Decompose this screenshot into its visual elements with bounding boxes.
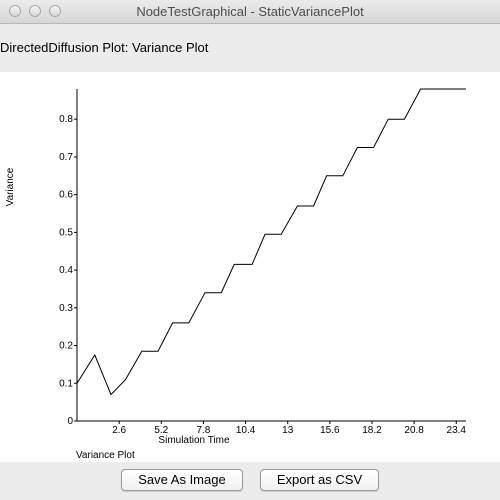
y-tick-label: 0.8: [59, 114, 73, 125]
footer-bar: [0, 462, 500, 500]
header-band: [0, 24, 500, 72]
y-tick-label: 0: [67, 416, 73, 427]
chart-caption: Variance Plot: [76, 450, 135, 461]
y-tick-label: 0.2: [59, 341, 73, 352]
x-axis-ticks: 2.6 5.2 7.8 10.4 13 15.6 18.2 20.8 23.4: [112, 421, 466, 436]
x-tick-label: 10.4: [236, 425, 256, 436]
y-axis-label: Variance: [5, 167, 16, 206]
x-tick-label: 13: [282, 425, 294, 436]
y-tick-label: 0.3: [59, 303, 73, 314]
x-tick-label: 18.2: [362, 425, 382, 436]
y-tick-label: 0.1: [59, 378, 73, 389]
title-bar: NodeTestGraphical - StaticVariancePlot: [0, 0, 500, 24]
x-axis-label: Simulation Time: [158, 435, 230, 446]
minimize-window-icon[interactable]: [29, 5, 41, 17]
y-axis-ticks: 0 0.1 0.2 0.3 0.4 0.5 0.6 0.7 0.8: [59, 114, 77, 427]
x-tick-label: 15.6: [320, 425, 340, 436]
x-tick-label: 23.4: [447, 425, 467, 436]
plot-area: [0, 72, 500, 462]
window-title: NodeTestGraphical - StaticVariancePlot: [136, 4, 364, 19]
variance-chart: 0 0.1 0.2 0.3 0.4 0.5 0.6 0.7 0.8 2.6 5.2 7.8 10.4 1…: [5, 88, 466, 461]
x-tick-label: 5.2: [154, 425, 168, 436]
plot-title: DirectedDiffusion Plot: Variance Plot: [0, 40, 209, 55]
chart-axes: [76, 89, 466, 422]
x-tick-label: 7.8: [196, 425, 210, 436]
x-tick-label: 20.8: [404, 425, 424, 436]
y-tick-label: 0.6: [59, 190, 73, 201]
variance-series-line: [76, 88, 466, 396]
zoom-window-icon[interactable]: [49, 5, 61, 17]
save-as-image-button[interactable]: Save As Image: [121, 469, 243, 491]
y-tick-label: 0.4: [59, 265, 73, 276]
y-tick-label: 0.7: [59, 152, 73, 163]
export-csv-button[interactable]: Export as CSV: [260, 469, 379, 491]
x-tick-label: 2.6: [112, 425, 126, 436]
series-layer: [76, 88, 466, 396]
y-tick-label: 0.5: [59, 227, 73, 238]
close-window-icon[interactable]: [9, 5, 21, 17]
